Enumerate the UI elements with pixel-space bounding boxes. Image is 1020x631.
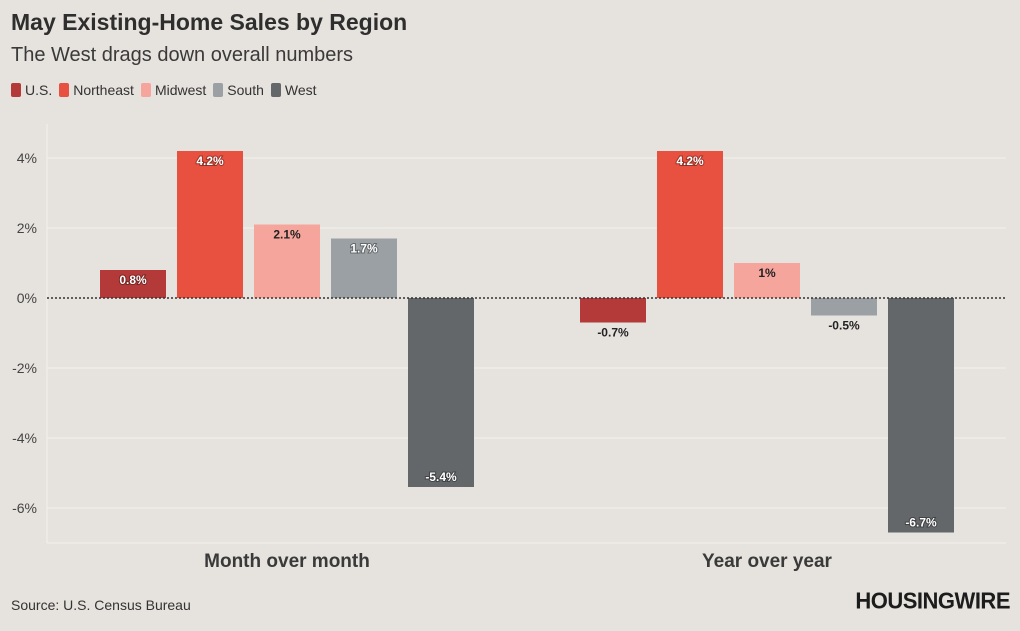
data-label: -0.5% — [828, 319, 860, 333]
bar-us-mom — [100, 270, 166, 298]
legend-item-us: U.S. — [11, 82, 52, 98]
legend: U.S. Northeast Midwest South West — [11, 82, 324, 98]
bar-us-yoy — [580, 298, 646, 323]
legend-swatch-northeast — [59, 83, 70, 97]
data-label: 0.8% — [119, 273, 147, 287]
data-label: 4.2% — [676, 154, 704, 168]
data-label: 1% — [758, 266, 776, 280]
source-note: Source: U.S. Census Bureau — [11, 597, 191, 613]
y-tick-label: 0% — [17, 290, 37, 306]
bar-northeast-yoy — [657, 151, 723, 298]
legend-label-midwest: Midwest — [154, 82, 207, 98]
data-label: -5.4% — [425, 470, 457, 484]
data-label: 2.1% — [273, 228, 301, 242]
legend-label-south: South — [227, 82, 264, 98]
legend-swatch-west — [270, 83, 281, 97]
housingwire-logo: HOUSINGWIRE — [855, 587, 1010, 614]
data-label: -0.7% — [597, 326, 629, 340]
chart-title: May Existing-Home Sales by Region — [11, 9, 408, 35]
bar-midwest-mom — [254, 224, 320, 298]
legend-swatch-south — [213, 83, 224, 97]
bar-west-mom — [408, 298, 474, 487]
bar-south-yoy — [811, 298, 877, 316]
y-tick-label: -6% — [12, 500, 37, 516]
legend-item-midwest: Midwest — [140, 82, 207, 98]
data-label: 4.2% — [196, 154, 224, 168]
bar-south-mom — [331, 238, 397, 298]
legend-item-northeast: Northeast — [59, 82, 134, 98]
x-category-label: Year over year — [702, 551, 833, 572]
bar-northeast-mom — [177, 151, 243, 298]
legend-item-west: West — [270, 82, 317, 98]
bar-west-yoy — [888, 298, 954, 533]
x-category-label: Month over month — [204, 551, 370, 572]
y-tick-label: 4% — [17, 150, 37, 166]
bar-midwest-yoy — [734, 263, 800, 298]
y-tick-label: -4% — [12, 430, 37, 446]
data-label: -6.7% — [905, 516, 937, 530]
legend-swatch-midwest — [140, 83, 151, 97]
y-tick-label: 2% — [17, 220, 37, 236]
legend-label-us: U.S. — [25, 82, 53, 98]
data-label: 1.7% — [350, 242, 378, 256]
y-tick-label: -2% — [12, 360, 37, 376]
chart-subtitle: The West drags down overall numbers — [11, 44, 354, 66]
legend-item-south: South — [213, 82, 264, 98]
legend-swatch-us — [11, 83, 21, 97]
legend-label-northeast: Northeast — [73, 82, 134, 98]
legend-label-west: West — [284, 82, 317, 98]
